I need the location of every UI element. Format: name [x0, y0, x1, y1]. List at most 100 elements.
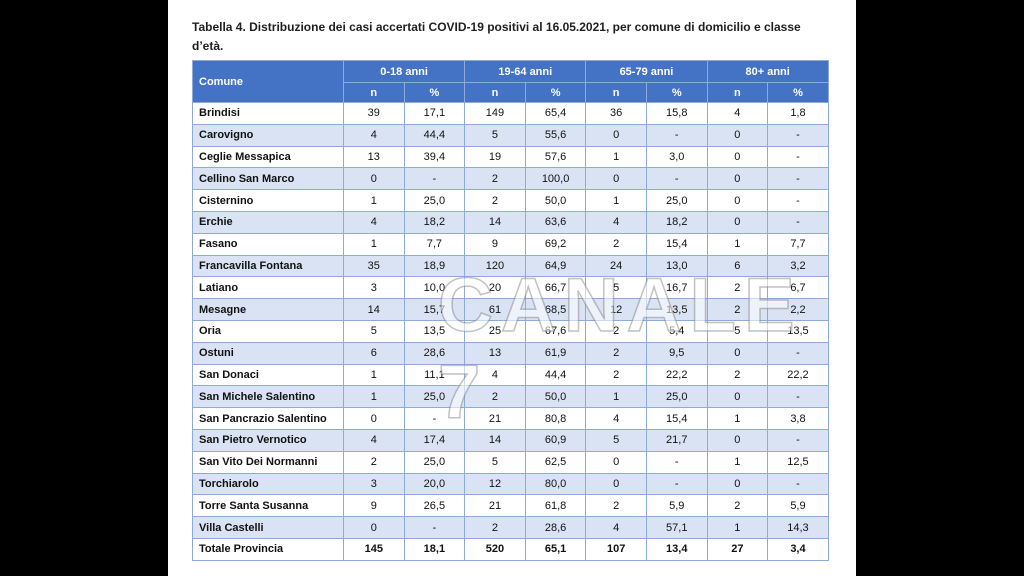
- table-cell: 15,4: [645, 232, 708, 256]
- table-cell: 68,5: [524, 298, 587, 321]
- table-cell: -: [767, 385, 829, 409]
- table-cell: 7,7: [403, 232, 466, 256]
- table-cell: 3: [343, 276, 405, 300]
- table-cell: 7,7: [767, 232, 829, 256]
- table-cell: 0: [706, 472, 769, 496]
- table-cell: 21,7: [645, 428, 708, 452]
- table-cell: 12: [464, 472, 526, 496]
- table-cell: 3,2: [767, 254, 829, 278]
- table-cell: 18,9: [403, 254, 466, 278]
- table-cell: 2: [706, 298, 769, 321]
- table-row: Torre Santa Susanna 9 26,5 21 61,8 2 5,9 2 5,9: [192, 494, 829, 518]
- table-cell: 2: [585, 341, 647, 365]
- table-cell: 12,5: [767, 450, 829, 474]
- row-label: San Pietro Vernotico: [192, 428, 344, 452]
- table-cell: 60,9: [524, 428, 587, 452]
- table-cell: 15,8: [645, 102, 708, 125]
- table-cell: 25: [464, 319, 526, 343]
- table-cell: -: [403, 407, 466, 430]
- table-cell: 61,9: [524, 341, 587, 365]
- header-group: 19-64 anni: [464, 60, 587, 83]
- table-cell: 3,0: [645, 145, 708, 169]
- table-cell: -: [645, 167, 708, 191]
- table-cell: 14: [343, 298, 405, 321]
- table-cell: 11,1: [403, 363, 466, 387]
- table-cell: 1: [343, 189, 405, 212]
- table-cell: 20,0: [403, 472, 466, 496]
- table-cell: 2: [343, 450, 405, 474]
- table-cell: 0: [343, 167, 405, 191]
- table-cell: 9: [464, 232, 526, 256]
- table-row: San Michele Salentino 1 25,0 2 50,0 1 25,0 0-: [192, 385, 829, 409]
- table-cell: 1: [585, 385, 647, 409]
- table-cell: 50,0: [524, 189, 587, 212]
- table-cell: 35: [343, 254, 405, 278]
- table-cell: 1: [343, 385, 405, 409]
- table-cell: 22,2: [767, 363, 829, 387]
- table-cell: 18,2: [645, 210, 708, 234]
- table-cell: 36: [585, 102, 647, 125]
- table-cell: 6: [706, 254, 769, 278]
- table-cell: -: [767, 472, 829, 496]
- table-cell: 520: [464, 537, 526, 561]
- table-cell: 149: [464, 102, 526, 125]
- table-cell: 0: [585, 472, 647, 496]
- table-cell: 2: [706, 276, 769, 300]
- table-row: Torchiarolo 3 20,0 12 80,0 0-0-: [192, 472, 829, 496]
- table-cell: 5,4: [645, 319, 708, 343]
- header-cell: n: [585, 82, 647, 103]
- table-cell: 25,0: [645, 189, 708, 212]
- table-cell: 17,1: [403, 102, 466, 125]
- table-cell: 16,7: [645, 276, 708, 300]
- table-cell: 50,0: [524, 385, 587, 409]
- table-cell: -: [403, 516, 466, 539]
- row-label: Fasano: [192, 232, 344, 256]
- table-cell: 0: [706, 167, 769, 191]
- table-cell: 2: [464, 385, 526, 409]
- table-cell: 25,0: [403, 450, 466, 474]
- table-cell: 4: [706, 102, 769, 125]
- table-row: Cellino San Marco 0-2 100,0 0-0-: [192, 167, 829, 191]
- table-cell: 0: [706, 145, 769, 169]
- table-cell: 44,4: [524, 363, 587, 387]
- table-cell: 2: [464, 189, 526, 212]
- table-cell: 61: [464, 298, 526, 321]
- table-row: Villa Castelli 0-2 28,6 4 57,1 1 14,3: [192, 516, 829, 539]
- table-cell: 15,7: [403, 298, 466, 321]
- table-row: Mesagne 14 15,7 61 68,5 12 13,5 2 2,2: [192, 298, 829, 321]
- table-header: Comune 0-18 anni 19-64 anni 65-79 anni 80+ a…: [192, 60, 829, 103]
- table-row: Erchie 4 18,2 14 63,6 4 18,2 0-: [192, 210, 829, 234]
- table-cell: 1: [343, 363, 405, 387]
- table-cell: 0: [706, 210, 769, 234]
- row-label: Carovigno: [192, 123, 344, 147]
- table-cell: 1: [585, 189, 647, 212]
- header-group: 0-18 anni: [342, 60, 466, 83]
- table-cell: 107: [585, 537, 647, 561]
- header-row: Comune 0-18 anni 19-64 anni 65-79 anni 80+ a…: [192, 60, 829, 103]
- table-cell: 0: [343, 407, 405, 430]
- table-cell: -: [645, 472, 708, 496]
- header-cell: %: [403, 82, 466, 103]
- table-cell: 2: [585, 494, 647, 518]
- row-label: San Michele Salentino: [192, 385, 344, 409]
- table-cell: 65,4: [524, 102, 587, 125]
- table-cell: 120: [464, 254, 526, 278]
- table-cell: 57,6: [524, 145, 587, 169]
- table-cell: 61,8: [524, 494, 587, 518]
- row-label: Cellino San Marco: [192, 167, 344, 191]
- table-cell: 10,0: [403, 276, 466, 300]
- row-label: San Donaci: [192, 363, 344, 387]
- table-cell: 1: [706, 232, 769, 256]
- table-cell: 14: [464, 210, 526, 234]
- table-cell: -: [767, 189, 829, 212]
- table-cell: 13,0: [645, 254, 708, 278]
- header-group: 80+ anni: [706, 60, 829, 83]
- table-cell: 3: [343, 472, 405, 496]
- table-row: San Vito Dei Normanni 2 25,0 5 62,5 0-1 12,5: [192, 450, 829, 474]
- table-row: San Donaci 1 11,1 4 44,4 2 22,2 2 22,2: [192, 363, 829, 387]
- table-body: Brindisi 39 17,1 149 65,4 36 15,8 4 1,8 Carovigno…: [192, 102, 829, 561]
- table-cell: 12: [585, 298, 647, 321]
- data-table: Comune 0-18 anni 19-64 anni 65-79 anni 80+ a…: [192, 60, 829, 561]
- table-cell: 15,4: [645, 407, 708, 430]
